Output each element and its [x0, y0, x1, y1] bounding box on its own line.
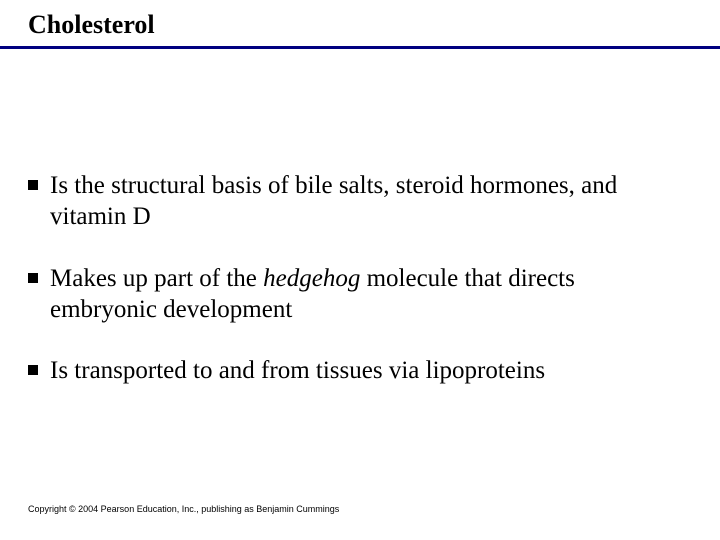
slide: Cholesterol Is the structural basis of b…: [0, 0, 720, 540]
list-item: Is transported to and from tissues via l…: [28, 355, 686, 386]
square-bullet-icon: [28, 273, 38, 283]
bullet-text: Is transported to and from tissues via l…: [50, 355, 545, 386]
bullet-text-pre: Is the structural basis of bile salts, s…: [50, 172, 617, 230]
title-area: Cholesterol: [0, 0, 720, 40]
bullet-text: Makes up part of the hedgehog molecule t…: [50, 263, 686, 326]
bullet-text-italic: hedgehog: [263, 265, 360, 292]
bullet-list: Is the structural basis of bile salts, s…: [28, 170, 686, 416]
page-title: Cholesterol: [28, 10, 720, 40]
title-underline: [0, 46, 720, 49]
list-item: Is the structural basis of bile salts, s…: [28, 170, 686, 233]
bullet-text: Is the structural basis of bile salts, s…: [50, 170, 686, 233]
list-item: Makes up part of the hedgehog molecule t…: [28, 263, 686, 326]
bullet-text-pre: Makes up part of the: [50, 265, 263, 292]
square-bullet-icon: [28, 365, 38, 375]
square-bullet-icon: [28, 180, 38, 190]
bullet-text-pre: Is transported to and from tissues via l…: [50, 357, 545, 384]
copyright-text: Copyright © 2004 Pearson Education, Inc.…: [28, 504, 339, 514]
